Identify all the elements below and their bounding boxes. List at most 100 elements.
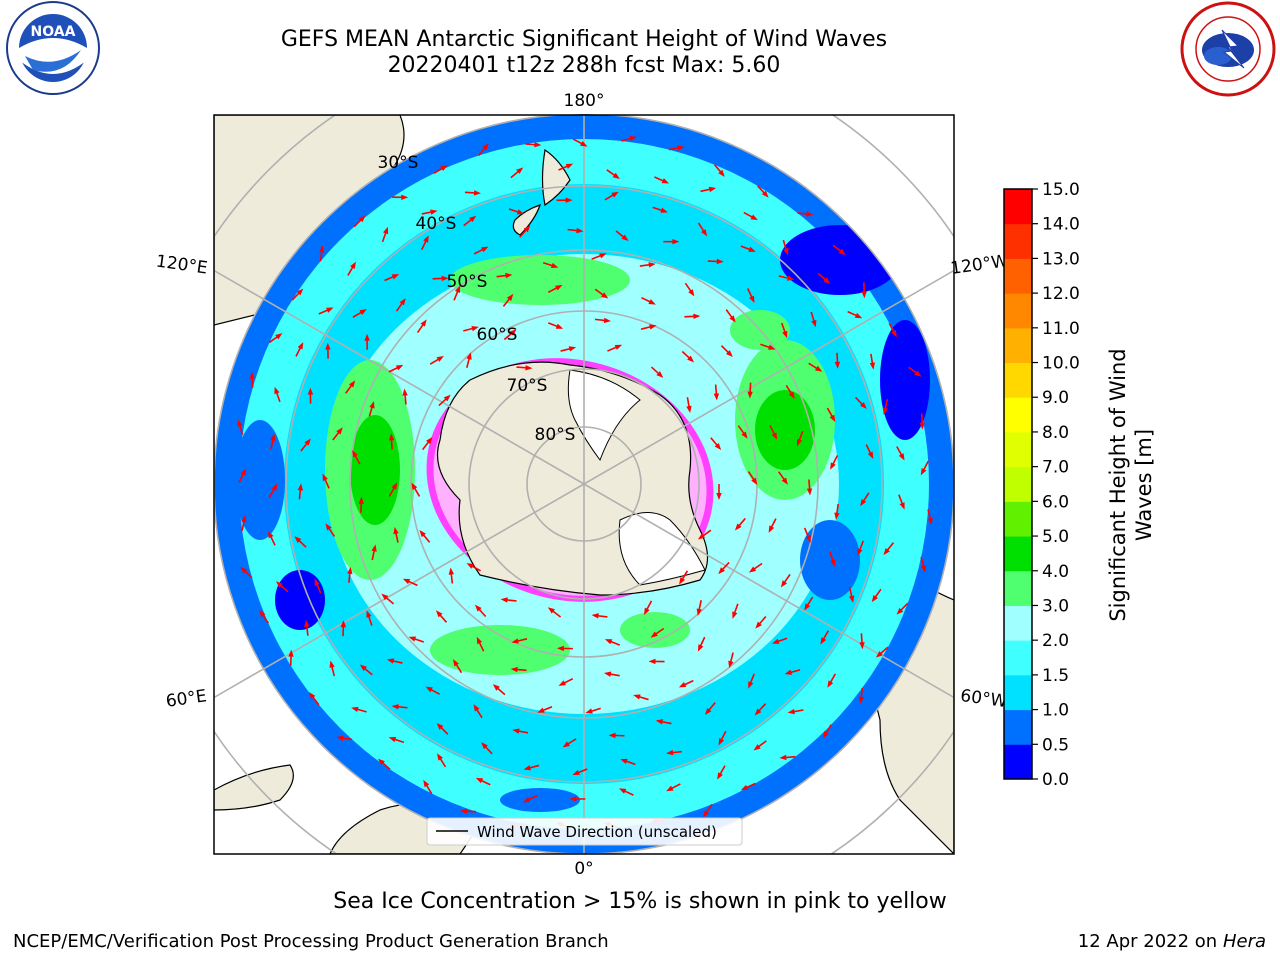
- wave-arrow-head: [741, 431, 748, 439]
- wave-arrow-head: [848, 595, 855, 603]
- wave-direction-arrows: [237, 136, 933, 830]
- wave-arrow-head: [806, 211, 814, 217]
- wave-arrow-head: [506, 293, 514, 301]
- wave-arrow-head: [660, 207, 668, 213]
- wave-arrow-head: [648, 658, 656, 665]
- wave-arrow-head: [666, 749, 674, 756]
- wave-arrow-head: [748, 566, 757, 573]
- colorbar-tick-label: 3.0: [1042, 596, 1069, 616]
- wave-arrow-head: [718, 169, 725, 177]
- wave-arrow-head: [823, 277, 831, 285]
- wave-arrow-head: [430, 209, 438, 215]
- wave-arrow-head: [399, 298, 406, 306]
- wave-arrow-head: [834, 512, 840, 520]
- wave-arrow-head: [782, 330, 788, 339]
- colorbar-tick-label: 13.0: [1042, 249, 1080, 269]
- wave-arrow-head: [732, 611, 738, 619]
- wave-arrow-head: [725, 350, 733, 358]
- wave-arrow-head: [883, 547, 890, 556]
- wave-arrow-head: [748, 681, 754, 689]
- colorbar-tick-label: 6.0: [1042, 492, 1069, 512]
- wave-arrow-head: [509, 329, 517, 336]
- colorbar-tick-label: 12.0: [1042, 284, 1080, 304]
- wave-arrow-head: [348, 380, 356, 388]
- wave-arrow-head: [352, 450, 358, 458]
- wave-arrow-head: [386, 658, 395, 664]
- wave-arrow-head: [572, 769, 580, 776]
- colorbar-tick-label: 9.0: [1042, 388, 1069, 408]
- wave-arrow-head: [693, 313, 701, 320]
- colorbar-segment: [1004, 223, 1032, 259]
- wave-arrow-head: [772, 638, 780, 644]
- wave-arrow-head: [697, 533, 706, 540]
- wave-arrow-head: [761, 190, 769, 198]
- wave-arrow-head: [448, 567, 455, 575]
- wave-arrow-head: [728, 660, 734, 669]
- ross-ice-shelf: [567, 369, 641, 462]
- wave-arrow-head: [297, 342, 304, 350]
- wave-arrow-head: [411, 482, 418, 490]
- wave-arrow-head: [750, 214, 758, 221]
- wave-arrow-head: [576, 227, 584, 234]
- colorbar-label-2: Waves [m]: [1132, 429, 1156, 541]
- colorbar: 0.0 0.5 1.0 1.5 2.0 3.0 4.0 5.0 6.0 7.0 8.0 9.0 10.0…: [1003, 180, 1080, 790]
- wave-arrow-head: [713, 393, 720, 401]
- wave-arrow-head: [920, 468, 927, 476]
- wave-arrow-head: [240, 468, 247, 476]
- wave-arrow-head: [859, 642, 865, 650]
- wave-arrow-head: [259, 609, 266, 618]
- wave-arrow-head: [296, 288, 304, 296]
- wave-arrow-head: [678, 682, 687, 688]
- wave-arrow-head: [383, 226, 389, 235]
- wave-arrow-head: [268, 530, 274, 539]
- wave-arrow-head: [585, 708, 593, 714]
- wave-arrow-head: [482, 143, 489, 151]
- wave-arrow-head: [510, 666, 518, 673]
- wave-arrow-head: [608, 732, 616, 739]
- wave-arrow-head: [436, 723, 444, 730]
- wave-arrow-head: [830, 559, 836, 567]
- wave-arrow-head: [523, 225, 531, 233]
- wave-arrow-head: [648, 299, 656, 305]
- wave-arrow-head: [476, 636, 483, 645]
- lon-label-180: 180°: [564, 91, 605, 111]
- wave-arrow-head: [562, 741, 570, 748]
- wave-arrow-head: [633, 694, 641, 700]
- wave-arrow-head: [696, 608, 702, 616]
- lon-label-120w: 120°W: [949, 251, 1009, 279]
- wave-arrow-head: [288, 649, 294, 657]
- wave-arrow-head: [473, 704, 480, 712]
- wave-arrow-head: [441, 275, 449, 282]
- wave-arrow-head: [516, 209, 525, 215]
- wave-arrow-head: [661, 178, 670, 184]
- wave-arrow-head: [377, 758, 385, 766]
- wave-arrow-head: [274, 386, 280, 395]
- colorbar-segment: [1004, 501, 1032, 537]
- wave-arrow-head: [318, 245, 325, 253]
- wave-arrow-head: [612, 172, 620, 180]
- wave-arrow-head: [395, 364, 404, 371]
- colorbar-segment: [1004, 709, 1032, 745]
- wave-arrow-head: [359, 309, 367, 315]
- wave-arrow-head: [854, 312, 863, 319]
- noaa-text: NOAA: [31, 24, 76, 40]
- wave-arrow-head: [534, 141, 542, 148]
- wave-arrow-head: [611, 191, 619, 198]
- wave-arrow-head: [443, 394, 451, 402]
- wave-arrow-head: [604, 639, 613, 645]
- lat-label-60s: 60°S: [477, 325, 518, 345]
- colorbar-tick-label: 0.0: [1042, 770, 1069, 790]
- colorbar-frame: [1003, 188, 1033, 780]
- wave-arrow-head: [460, 808, 468, 814]
- footer-credit: NCEP/EMC/Verification Post Processing Pr…: [13, 931, 609, 952]
- wave-arrow-head: [686, 405, 692, 413]
- colorbar-segment: [1004, 674, 1032, 711]
- wave-arrow-head: [869, 362, 876, 370]
- wave-arrow-head: [834, 361, 841, 369]
- wave-arrow-head: [525, 365, 533, 371]
- wave-arrow-head: [666, 785, 674, 792]
- footer-date: 12 Apr 2022 on Hera: [1077, 931, 1266, 952]
- wave-arrow-head: [423, 779, 430, 788]
- lat-label-40s: 40°S: [416, 214, 457, 234]
- wave-arrow-head: [914, 370, 922, 377]
